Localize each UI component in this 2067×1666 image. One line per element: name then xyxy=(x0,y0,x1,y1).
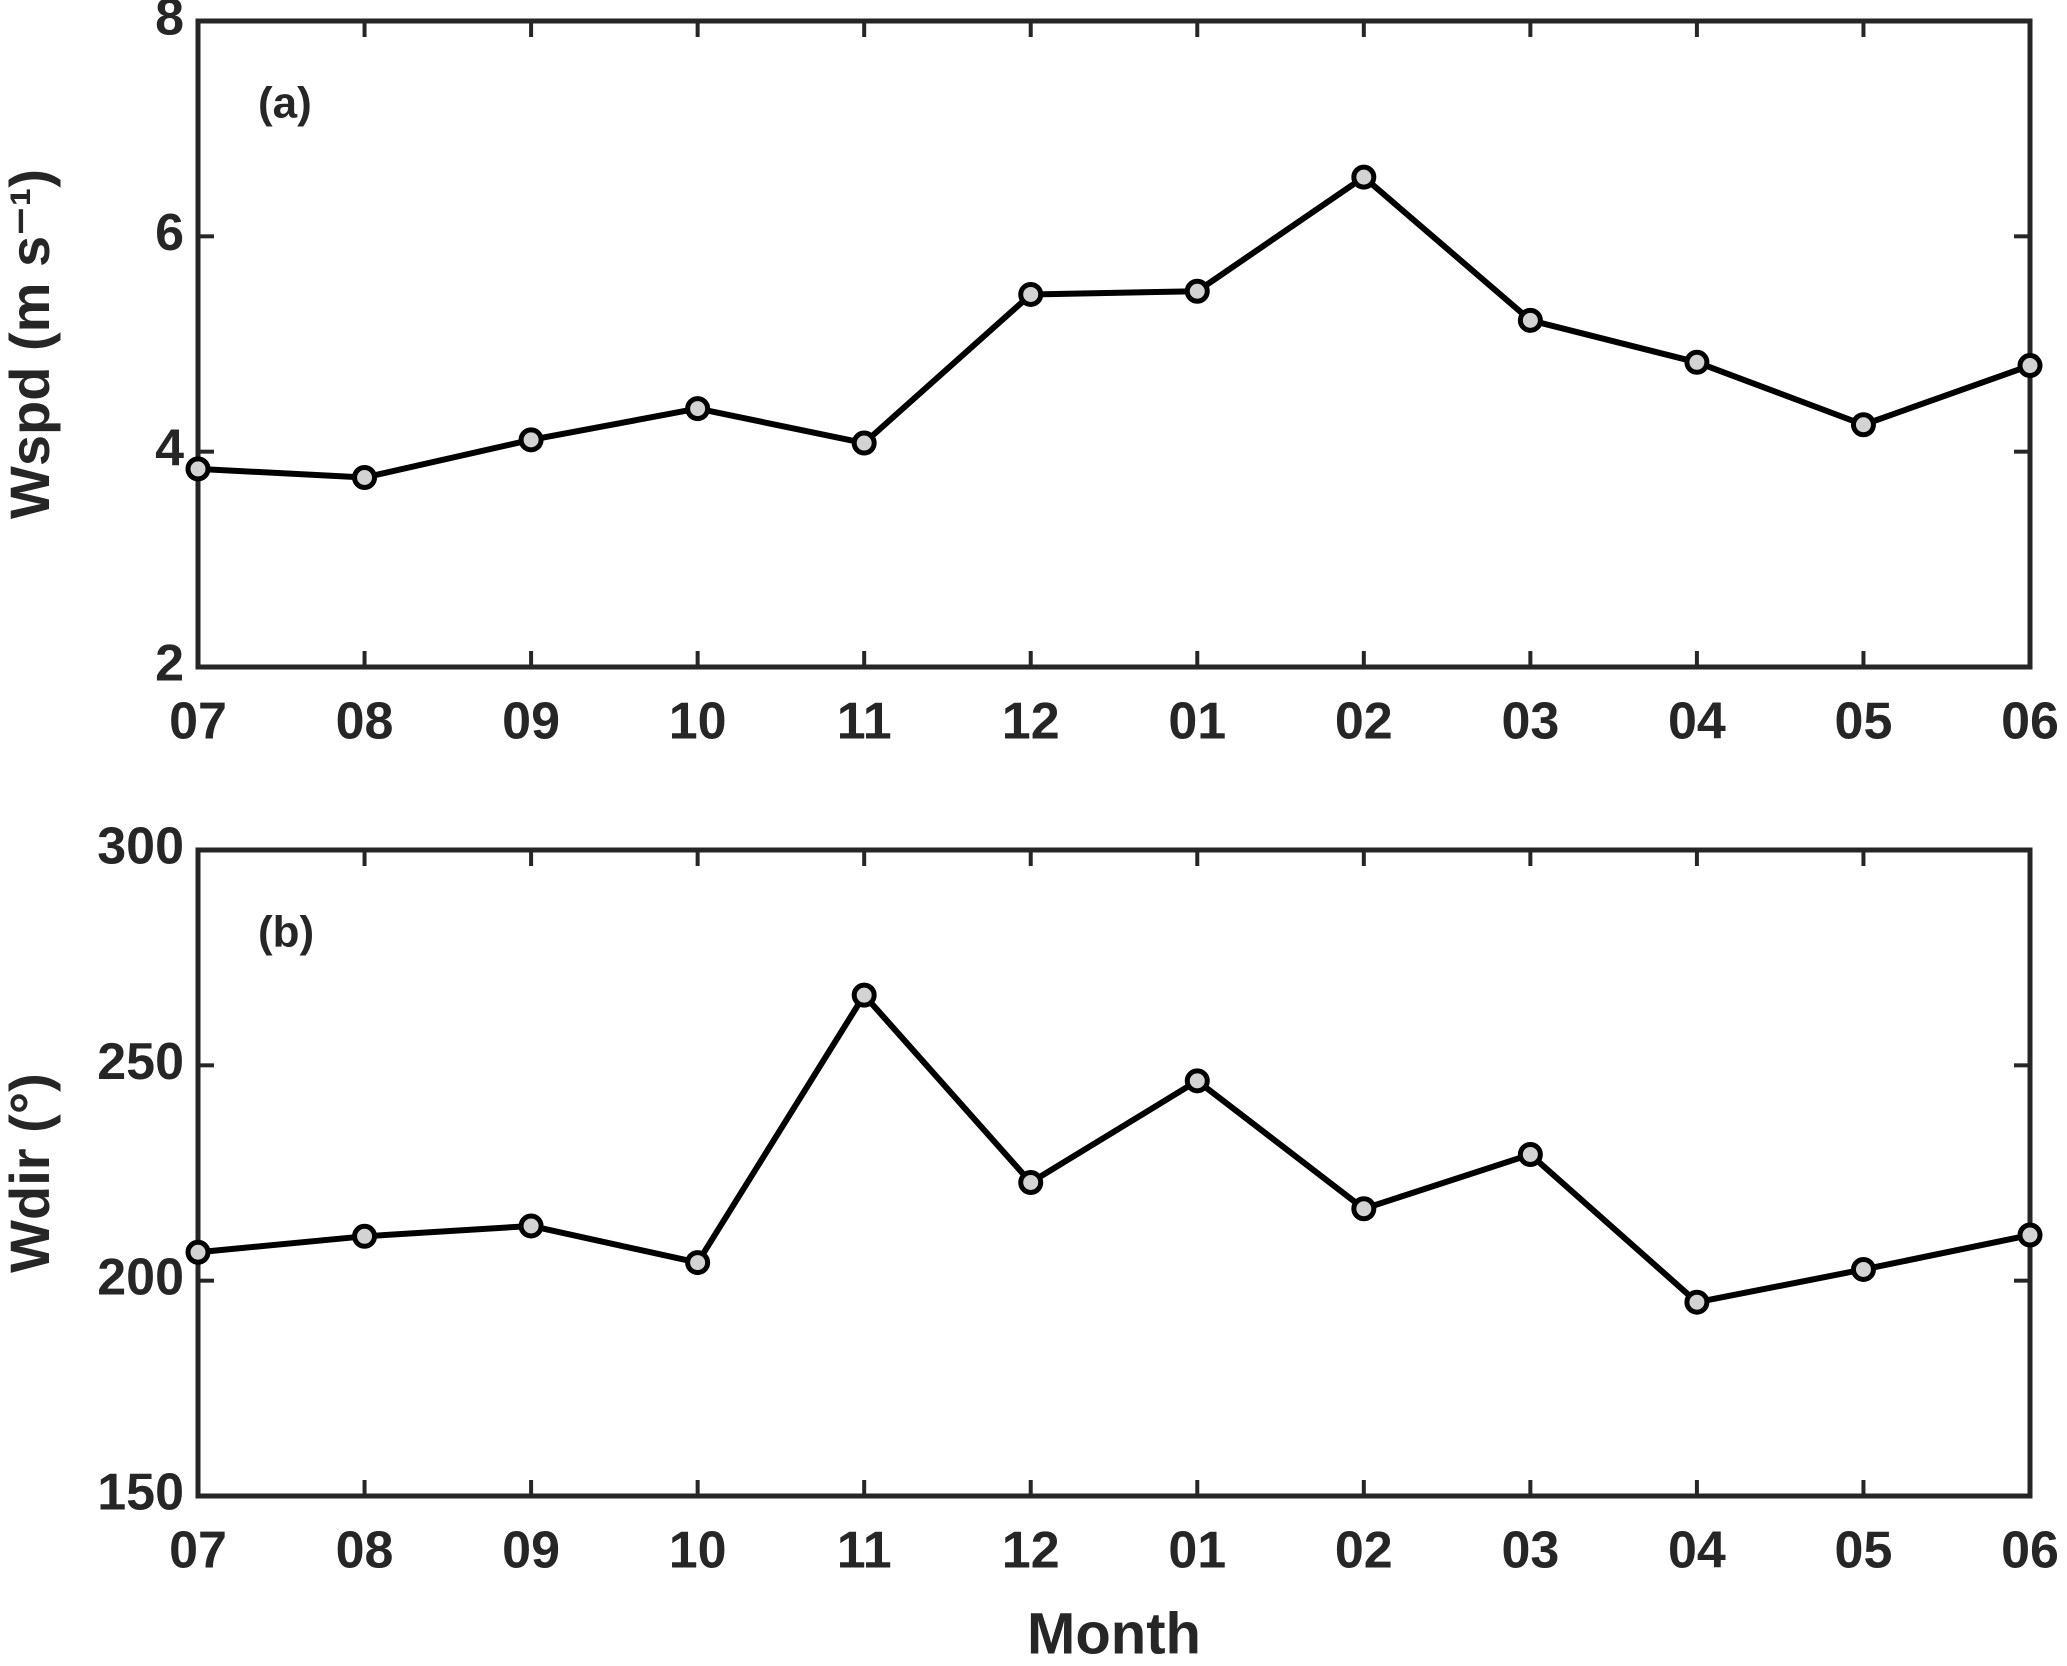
data-point xyxy=(1351,164,1377,190)
data-point xyxy=(1184,1068,1210,1094)
x-tick-label: 08 xyxy=(336,1522,394,1580)
data-point xyxy=(1351,1196,1377,1222)
data-point xyxy=(851,430,877,456)
x-tick-label: 11 xyxy=(837,693,892,751)
x-tick-label: 07 xyxy=(169,693,227,751)
data-point xyxy=(518,1213,544,1239)
x-tick-label: 03 xyxy=(1501,1522,1559,1580)
x-tick-label: 01 xyxy=(1168,1522,1226,1580)
x-tick-label: 05 xyxy=(1835,693,1893,751)
data-point xyxy=(518,427,544,453)
data-point xyxy=(1184,278,1210,304)
data-point xyxy=(685,396,711,422)
data-point xyxy=(2017,353,2043,379)
x-tick-label: 04 xyxy=(1668,1522,1726,1580)
y-tick-label: 200 xyxy=(97,1248,184,1306)
y-axis-title: Wspd (m s⁻¹) xyxy=(0,169,61,519)
x-tick-label: 10 xyxy=(669,1522,727,1580)
x-tick-label: 08 xyxy=(336,693,394,751)
data-point xyxy=(1684,1289,1710,1315)
x-tick-label: 12 xyxy=(1002,1522,1060,1580)
data-point xyxy=(1850,412,1876,438)
data-point xyxy=(352,465,378,491)
y-axis-title: Wdir (°) xyxy=(0,1073,61,1273)
data-point xyxy=(1684,349,1710,375)
data-point xyxy=(1018,281,1044,307)
panel-label: (a) xyxy=(258,79,312,128)
y-tick-label: 300 xyxy=(97,818,184,876)
data-point xyxy=(185,1239,211,1265)
x-tick-label: 01 xyxy=(1168,693,1226,751)
y-tick-label: 250 xyxy=(97,1033,184,1091)
axes-box xyxy=(195,18,2033,670)
data-point xyxy=(1018,1169,1044,1195)
x-tick-label: 05 xyxy=(1835,1522,1893,1580)
x-tick-label: 09 xyxy=(502,1522,560,1580)
y-tick-label: 150 xyxy=(97,1464,184,1522)
y-tick-label: 6 xyxy=(155,204,184,262)
data-point xyxy=(851,982,877,1008)
data-point xyxy=(352,1223,378,1249)
data-point xyxy=(2017,1222,2043,1248)
x-axis-title: Month xyxy=(1027,1601,1201,1666)
data-line xyxy=(197,992,2031,1306)
x-tick-label: 09 xyxy=(502,693,560,751)
data-point xyxy=(1517,1141,1543,1167)
y-tick-label: 8 xyxy=(155,0,184,47)
y-tick-label: 2 xyxy=(155,635,184,693)
data-point xyxy=(1517,307,1543,333)
data-point xyxy=(1850,1256,1876,1282)
x-tick-label: 03 xyxy=(1501,693,1559,751)
x-tick-label: 06 xyxy=(2001,693,2059,751)
x-tick-label: 02 xyxy=(1335,1522,1393,1580)
x-tick-label: 11 xyxy=(837,1522,892,1580)
data-line xyxy=(197,174,2032,481)
x-tick-label: 10 xyxy=(669,693,727,751)
data-point xyxy=(685,1250,711,1276)
axes-box xyxy=(195,847,2033,1499)
x-tick-label: 07 xyxy=(169,1522,227,1580)
y-tick-label: 4 xyxy=(155,419,184,477)
x-tick-label: 04 xyxy=(1668,693,1726,751)
panel-label: (b) xyxy=(258,908,314,957)
data-point xyxy=(185,456,211,482)
x-tick-label: 12 xyxy=(1002,693,1060,751)
x-tick-label: 02 xyxy=(1335,693,1393,751)
x-tick-label: 06 xyxy=(2001,1522,2059,1580)
